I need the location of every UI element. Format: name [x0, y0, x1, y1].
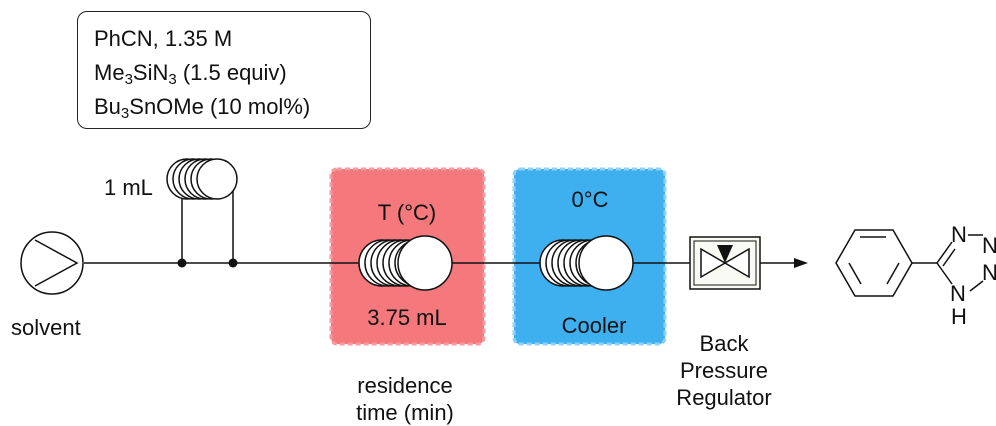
cooler-coil-icon — [539, 235, 634, 291]
tetrazole-atom-n: N — [951, 222, 967, 247]
residence-time-line: residence — [357, 373, 453, 398]
tetrazole-atom-nh: N — [950, 281, 966, 306]
azide-equiv: (1.5 equiv) — [176, 60, 287, 85]
reagent-line-azide: Me3SiN3 (1.5 equiv) — [94, 60, 287, 88]
tetrazole-atom-n: N — [982, 260, 996, 285]
bpr-caption-line: Regulator — [676, 385, 772, 410]
reactor-coil-icon — [358, 235, 453, 291]
sample-loop-icon — [166, 158, 238, 268]
azide-formula-part: SiN — [132, 60, 169, 85]
azide-subscript: 3 — [168, 71, 177, 88]
reagent-line-catalyst: Bu3SnOMe (10 mol%) — [94, 94, 311, 122]
tetrazole-atom-n: N — [982, 233, 996, 258]
cooler-temperature-label: 0°C — [571, 187, 609, 212]
phenyl-tetrazole-structure — [835, 229, 984, 297]
azide-formula-part: Me — [94, 60, 125, 85]
catalyst-formula-part: Bu — [94, 94, 121, 119]
residence-time-line: time (min) — [356, 400, 454, 425]
tetrazole-atom-h: H — [951, 304, 967, 329]
bpr-caption-line: Pressure — [679, 358, 769, 383]
back-pressure-regulator-icon — [689, 236, 761, 290]
pump-icon — [20, 231, 84, 295]
reactor-volume-label: 3.75 mL — [367, 305, 447, 330]
reagent-substrate-text: PhCN, 1.35 M — [94, 26, 233, 51]
catalyst-subscript: 3 — [120, 105, 130, 122]
cooler-label: Cooler — [561, 313, 627, 338]
solvent-label: solvent — [11, 315, 81, 340]
loop-volume-label: 1 mL — [104, 175, 153, 200]
reagent-box: PhCN, 1.35 M Me3SiN3 (1.5 equiv) Bu3SnOM… — [77, 11, 371, 129]
residence-time-caption: residence time (min) — [356, 372, 454, 426]
bpr-caption-line: Back — [699, 331, 749, 356]
catalyst-formula-part: SnOMe (10 mol%) — [129, 94, 311, 119]
outlet-arrowhead — [794, 258, 808, 268]
reagent-line-substrate: PhCN, 1.35 M — [94, 28, 232, 50]
reactor-temperature-label: T (°C) — [377, 200, 437, 225]
bpr-caption: Back Pressure Regulator — [676, 330, 771, 411]
azide-subscript: 3 — [124, 71, 133, 88]
